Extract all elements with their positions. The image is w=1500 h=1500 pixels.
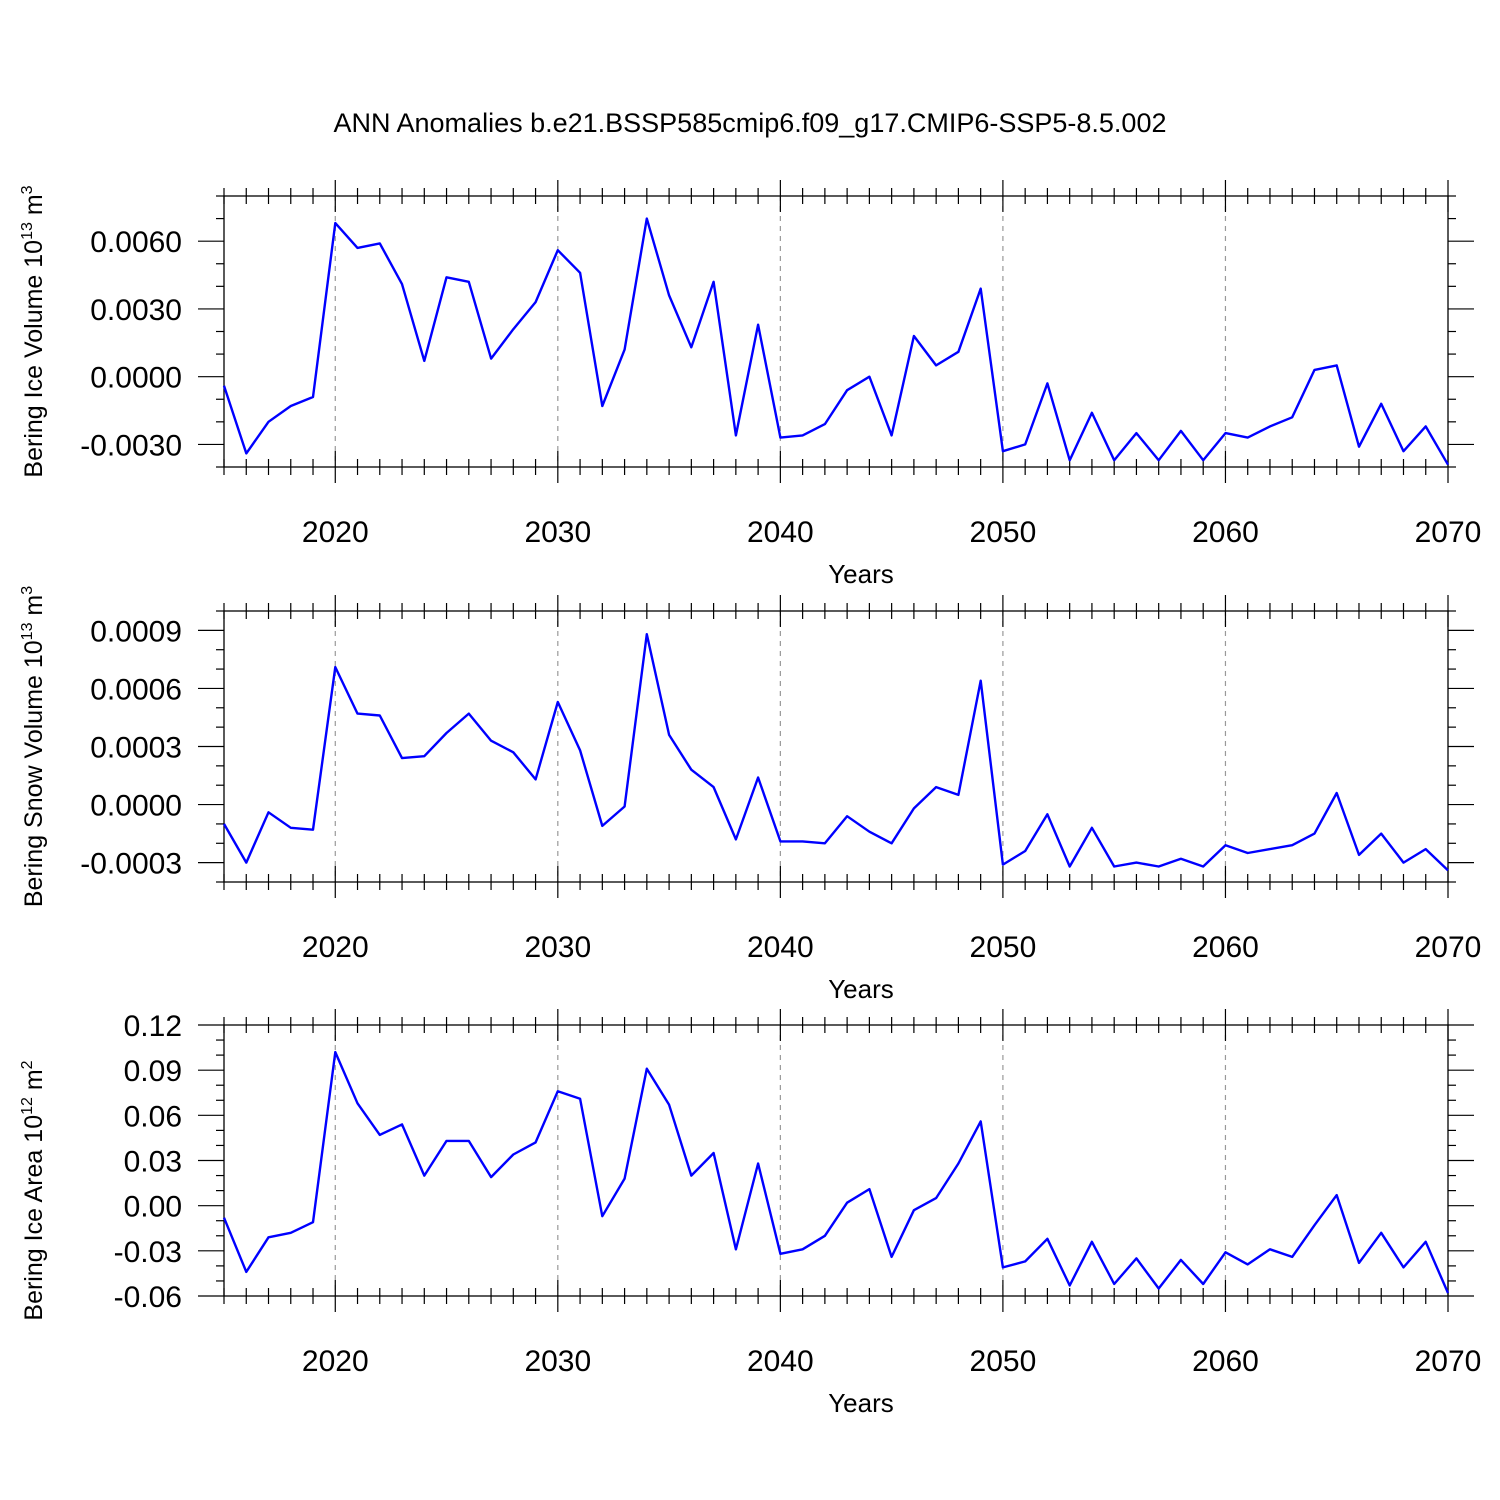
x-tick-label: 2060 bbox=[1192, 1345, 1259, 1378]
y-axis-title: Bering Ice Volume 1013 m3 bbox=[19, 185, 48, 477]
y-tick-label: 0.0060 bbox=[90, 226, 182, 259]
y-axis-title: Bering Snow Volume 1013 m3 bbox=[19, 586, 48, 907]
y-tick-label: -0.0003 bbox=[80, 848, 182, 881]
series-line bbox=[222, 1050, 1450, 1294]
x-tick-label: 2030 bbox=[524, 931, 591, 964]
chart-panel-1: 2020 2030 2040 2050 2060 2070 -0.0030 0.0000 0.0… bbox=[19, 180, 1481, 589]
y-tick-label: 0.0003 bbox=[90, 732, 182, 765]
x-axis-title: Years bbox=[828, 974, 894, 1004]
x-tick-label: 2070 bbox=[1415, 1345, 1482, 1378]
plot-frame bbox=[223, 610, 1449, 883]
y-tick-label: 0.06 bbox=[124, 1100, 182, 1133]
x-tick-label: 2070 bbox=[1415, 931, 1482, 964]
x-tick-label: 2020 bbox=[302, 516, 369, 549]
y-tick-label: 0.12 bbox=[124, 1010, 182, 1043]
x-axis-title: Years bbox=[828, 559, 894, 589]
series-line bbox=[222, 633, 1449, 872]
y-axis-title: Bering Ice Area 1012 m2 bbox=[19, 1060, 48, 1320]
y-tick-label: -0.0030 bbox=[80, 429, 182, 462]
x-tick-label: 2050 bbox=[970, 516, 1037, 549]
chart-panel-2: 2020 2030 2040 2050 2060 2070 -0.0003 0.0000 0.0… bbox=[19, 586, 1481, 1004]
plot-frame bbox=[223, 195, 1449, 468]
x-tick-label: 2060 bbox=[1192, 931, 1259, 964]
x-tick-label: 2050 bbox=[970, 931, 1037, 964]
y-tick-label: 0.0006 bbox=[90, 673, 182, 706]
x-tick-label: 2040 bbox=[747, 516, 814, 549]
y-tick-label: 0.00 bbox=[124, 1191, 182, 1224]
y-tick-label: 0.0030 bbox=[90, 294, 182, 327]
plot-frame bbox=[223, 1024, 1449, 1297]
figure-title: ANN Anomalies b.e21.BSSP585cmip6.f09_g17… bbox=[334, 108, 1167, 138]
series-line bbox=[222, 217, 1450, 466]
chart-panel-3: 2020 2030 2040 2050 2060 2070 -0.06 -0.03 0.00 0.… bbox=[19, 1009, 1481, 1418]
y-tick-label: 0.03 bbox=[124, 1146, 182, 1179]
x-tick-label: 2040 bbox=[747, 931, 814, 964]
x-tick-label: 2020 bbox=[302, 1345, 369, 1378]
x-tick-label: 2020 bbox=[302, 931, 369, 964]
x-tick-label: 2050 bbox=[970, 1345, 1037, 1378]
y-tick-label: 0.0000 bbox=[90, 362, 182, 395]
y-tick-label: -0.03 bbox=[114, 1236, 182, 1269]
y-tick-label: 0.0009 bbox=[90, 615, 182, 648]
x-tick-label: 2040 bbox=[747, 1345, 814, 1378]
x-tick-label: 2030 bbox=[524, 516, 591, 549]
x-tick-label: 2060 bbox=[1192, 516, 1259, 549]
y-tick-label: 0.09 bbox=[124, 1055, 182, 1088]
x-tick-label: 2030 bbox=[524, 1345, 591, 1378]
y-tick-label: 0.0000 bbox=[90, 790, 182, 823]
x-axis-title: Years bbox=[828, 1388, 894, 1418]
x-tick-label: 2070 bbox=[1415, 516, 1482, 549]
y-tick-label: -0.06 bbox=[114, 1281, 182, 1314]
